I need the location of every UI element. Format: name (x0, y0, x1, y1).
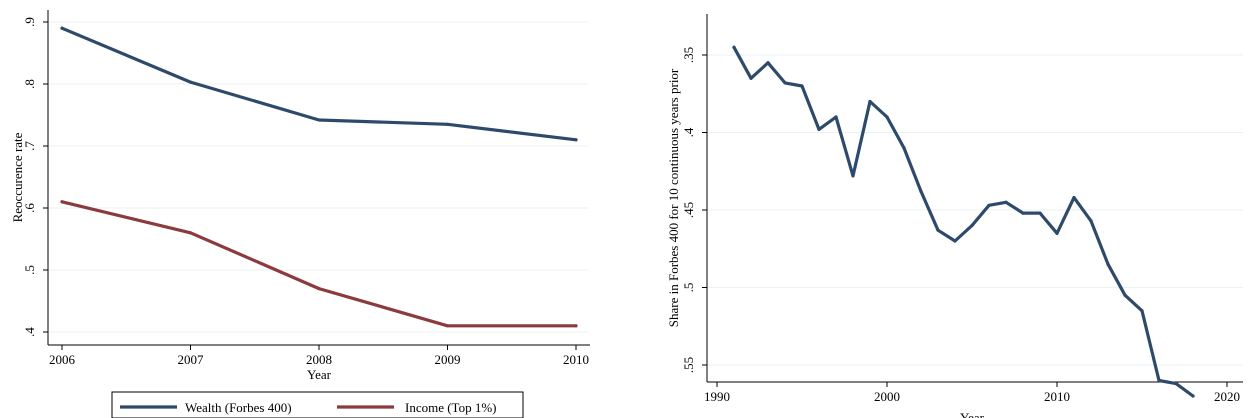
x-tick-label: 2000 (874, 389, 900, 404)
x-tick-label: 2007 (178, 352, 205, 367)
data-point (445, 122, 450, 126)
y-tick-label: .9 (22, 17, 37, 27)
data-point (953, 239, 957, 243)
data-point (783, 81, 787, 85)
x-tick-label: 1990 (704, 389, 730, 404)
data-point (1174, 382, 1178, 386)
x-tick-label: 2008 (306, 352, 332, 367)
y-tick-label: .4 (22, 327, 37, 337)
x-tick-label: 2006 (49, 352, 76, 367)
data-point (766, 61, 770, 65)
data-point (851, 174, 855, 178)
data-point (732, 45, 736, 49)
y-tick-label: .4 (681, 127, 696, 137)
y-tick-label: .8 (22, 79, 37, 89)
data-point (60, 200, 64, 204)
data-point (749, 76, 753, 80)
data-point (1055, 231, 1059, 235)
data-point (800, 84, 804, 88)
x-axis-title: Year (960, 410, 985, 418)
data-point (445, 324, 450, 328)
x-axis-title: Year (307, 367, 332, 382)
y-tick-label: .55 (681, 357, 696, 373)
forbes-share-chart: .35 .4 .45 .5 .55 1990 2000 2010 2020 Year Share i… (666, 14, 1243, 418)
data-point (188, 231, 193, 235)
data-point (1004, 200, 1008, 204)
data-point (1089, 219, 1093, 223)
y-tick-label: .5 (22, 265, 37, 275)
data-point (902, 146, 906, 150)
y-tick-label: .7 (22, 141, 37, 151)
data-point (970, 223, 974, 228)
data-point (919, 189, 923, 193)
data-point (60, 26, 64, 30)
data-point (868, 99, 872, 104)
y-axis-title: Share in Forbes 400 for 10 continuous ye… (666, 68, 681, 327)
y-tick-label: .45 (681, 202, 696, 218)
data-point (817, 127, 821, 131)
y-tick-label: .5 (681, 283, 696, 293)
x-tick-label: 2020 (1214, 389, 1240, 404)
series-line-1 (60, 200, 578, 328)
data-point (1191, 394, 1195, 398)
legend-box (111, 391, 524, 418)
data-point (1140, 309, 1144, 313)
data-point (574, 324, 578, 328)
data-point (834, 115, 838, 119)
y-tick-label: .6 (22, 203, 37, 213)
data-point (188, 80, 193, 84)
data-point (1106, 262, 1110, 266)
x-tick-label: 2010 (563, 352, 589, 367)
recurrence-rate-chart: .4 .5 .6 .7 .8 .9 2006 2007 2008 2009 2010 Year Reoc… (10, 10, 590, 418)
legend-label-1: Income (Top 1%) (405, 400, 497, 415)
x-tick-label: 2009 (435, 352, 461, 367)
data-point (1123, 293, 1127, 297)
data-point (885, 115, 889, 119)
data-point (1021, 211, 1025, 215)
series-line-0 (732, 45, 1195, 398)
data-point (1157, 378, 1161, 383)
data-point (1038, 211, 1042, 215)
data-point (1072, 196, 1076, 200)
data-point (987, 203, 991, 207)
y-axis-title: Reoccurence rate (10, 132, 25, 222)
data-point (574, 138, 578, 142)
legend: Wealth (Forbes 400) Income (Top 1%) (111, 391, 524, 418)
y-tick-label: .35 (681, 47, 696, 63)
legend-label-0: Wealth (Forbes 400) (185, 400, 292, 415)
data-point (317, 118, 321, 122)
data-point (936, 228, 940, 232)
data-point (317, 287, 321, 291)
x-tick-label: 2010 (1044, 389, 1070, 404)
